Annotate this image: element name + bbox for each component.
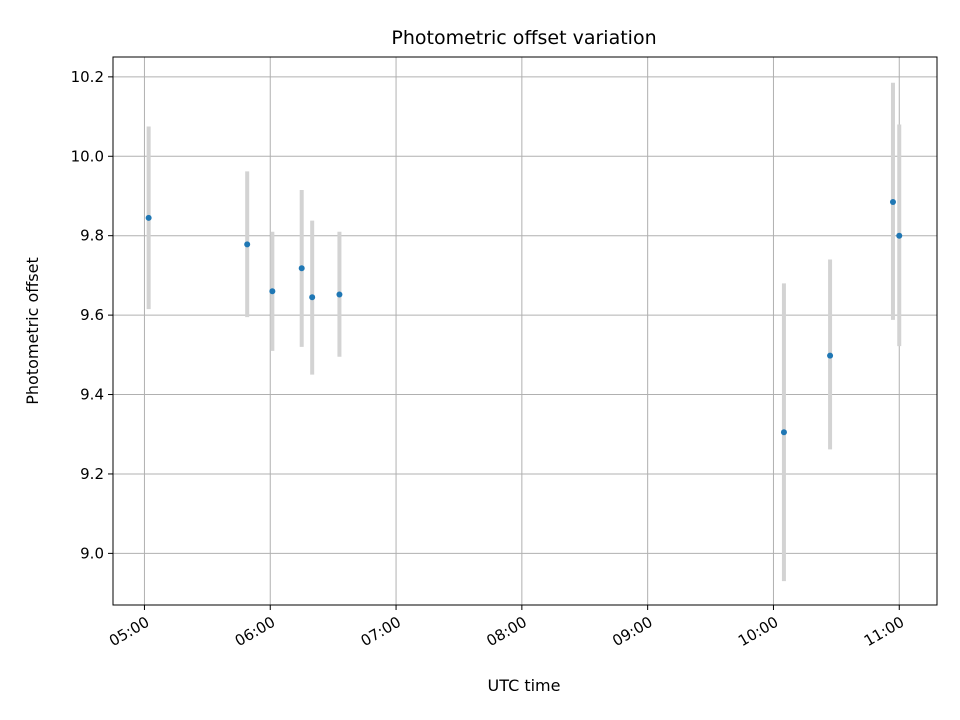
y-tick-label: 10.2 [71, 68, 104, 86]
y-tick-label: 9.8 [80, 227, 104, 245]
x-tick-label: 07:00 [358, 613, 404, 650]
y-tick-label: 9.4 [80, 386, 104, 404]
x-axis-ticks: 05:00 06:00 07:00 08:00 09:00 10:00 11:00 [106, 605, 907, 650]
data-point [298, 265, 305, 272]
x-tick-label: 10:00 [735, 613, 781, 650]
data-point [309, 294, 316, 301]
chart-title: Photometric offset variation [391, 27, 656, 49]
x-tick-label: 05:00 [106, 613, 152, 650]
x-tick-label: 09:00 [609, 613, 655, 650]
x-tick-label: 11:00 [861, 613, 907, 650]
data-point [336, 291, 343, 298]
data-point [244, 241, 251, 248]
error-bars [146, 82, 902, 582]
x-tick-label: 06:00 [232, 613, 278, 650]
x-axis-label: UTC time [488, 676, 561, 695]
data-point [827, 352, 834, 359]
data-point [145, 214, 152, 221]
grid [113, 57, 937, 605]
y-axis-label: Photometric offset [23, 257, 42, 405]
data-point [269, 288, 276, 295]
y-axis-ticks: 9.0 9.2 9.4 9.6 9.8 10.0 10.2 [71, 68, 113, 562]
data-point [896, 232, 903, 239]
data-point [780, 429, 787, 436]
y-tick-label: 10.0 [71, 147, 104, 165]
x-tick-label: 08:00 [483, 613, 529, 650]
y-tick-label: 9.6 [80, 306, 104, 324]
y-tick-label: 9.2 [80, 465, 104, 483]
data-points [145, 198, 903, 436]
plot-frame [112, 56, 938, 606]
data-point [889, 198, 896, 205]
y-tick-label: 9.0 [80, 544, 104, 562]
